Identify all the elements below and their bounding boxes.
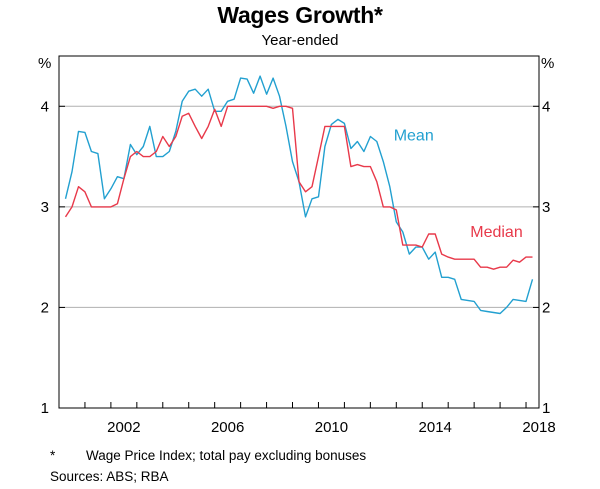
- y-axis-unit-right: %: [541, 55, 555, 72]
- series-line-median: [64, 105, 533, 270]
- sources-note: Sources: ABS; RBA: [50, 469, 169, 484]
- series-labels: Mean Median: [394, 127, 523, 241]
- chart-subtitle: Year-ended: [261, 32, 339, 49]
- series-label-mean: Mean: [394, 127, 434, 144]
- y-axis-unit-left: %: [38, 55, 52, 72]
- y-tick-label-left: 1: [41, 400, 49, 417]
- y-tick-label-right: 2: [542, 299, 550, 316]
- y-tick-label-right: 1: [542, 400, 550, 417]
- series-label-median: Median: [470, 224, 522, 241]
- footnote: * Wage Price Index; total pay excluding b…: [50, 448, 366, 463]
- x-tick-label: 2002: [107, 419, 140, 436]
- y-tick-label-right: 4: [542, 98, 550, 115]
- footnote-marker: *: [50, 448, 56, 463]
- axis-labels: 1 1 2 2 3 3 4 4 2002 2006 2010 2014 2018: [41, 98, 556, 436]
- y-tick-label-left: 3: [41, 199, 49, 216]
- x-tick-label: 2010: [315, 419, 348, 436]
- gridlines: [59, 105, 539, 308]
- series-lines: [64, 75, 534, 315]
- x-tick-label: 2006: [211, 419, 244, 436]
- chart-title: Wages Growth*: [217, 2, 383, 28]
- x-tick-label: 2014: [419, 419, 452, 436]
- series-line-mean: [64, 75, 534, 315]
- y-tick-label-right: 3: [542, 199, 550, 216]
- y-tick-label-left: 2: [41, 299, 49, 316]
- y-tick-label-left: 4: [41, 98, 49, 115]
- plot-frame: [58, 55, 540, 409]
- footnote-text: Wage Price Index; total pay excluding bo…: [86, 448, 367, 463]
- x-tick-label: 2018: [522, 419, 555, 436]
- axis-ticks: [58, 105, 539, 409]
